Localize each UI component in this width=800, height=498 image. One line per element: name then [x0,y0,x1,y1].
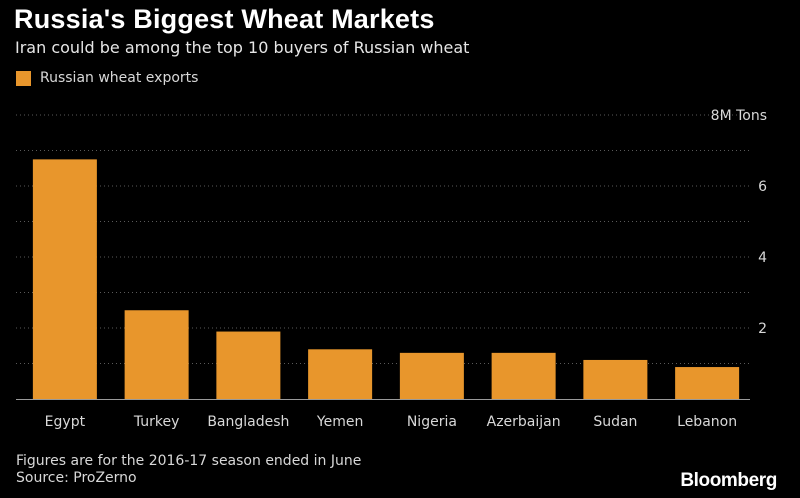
x-tick-label: Yemen [316,414,363,430]
legend-swatch [16,70,31,86]
bar [216,331,281,399]
y-tick-label: 4 [758,250,767,266]
x-tick-label: Azerbaijan [487,414,561,430]
bar [308,349,373,399]
footnote: Figures are for the 2016-17 season ended… [16,453,361,487]
bar [675,367,740,399]
y-tick-label: 8M Tons [711,108,767,124]
bar [399,352,464,399]
x-tick-label: Egypt [45,414,86,430]
bar [124,310,189,399]
chart-title: Russia's Biggest Wheat Markets [14,4,435,34]
legend-label: Russian wheat exports [40,70,199,86]
bloomberg-logo: Bloomberg [680,470,777,491]
x-tick-label: Bangladesh [207,414,289,430]
x-tick-label: Nigeria [407,414,457,430]
bar [32,159,97,399]
bar [491,352,556,399]
chart-subtitle: Iran could be among the top 10 buyers of… [15,38,470,57]
y-tick-label: 6 [758,179,767,195]
bar [583,359,648,399]
y-tick-label: 2 [758,321,767,337]
x-tick-label: Sudan [593,414,637,430]
x-tick-label: Turkey [133,414,180,430]
legend: Russian wheat exports [16,70,198,86]
x-tick-label: Lebanon [677,414,737,430]
footnote-source: Source: ProZerno [16,470,137,486]
footnote-note: Figures are for the 2016-17 season ended… [16,453,362,469]
